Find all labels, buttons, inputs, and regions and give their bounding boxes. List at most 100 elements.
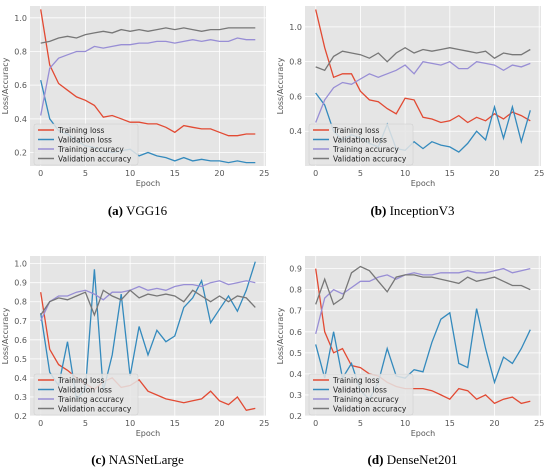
series-line-training-loss xyxy=(315,268,531,405)
caption-c-name: NASNetLarge xyxy=(108,452,184,467)
y-tick-label: 0.7 xyxy=(289,307,302,316)
y-axis-label: Loss/Accuracy xyxy=(276,307,285,364)
legend-label: Validation loss xyxy=(333,135,387,144)
y-tick-label: 0.8 xyxy=(289,58,302,67)
series-line-validation-accuracy xyxy=(40,27,256,44)
x-tick-label: 20 xyxy=(489,419,499,428)
x-tick-label: 5 xyxy=(83,419,88,428)
x-axis-label: Epoch xyxy=(136,429,161,438)
y-tick-label: 0.2 xyxy=(289,412,302,421)
caption-d-name: DenseNet201 xyxy=(386,452,458,467)
y-tick-label: 0.4 xyxy=(289,370,302,379)
x-tick-label: 25 xyxy=(259,169,269,178)
x-tick-label: 0 xyxy=(313,419,318,428)
legend-label: Validation accuracy xyxy=(58,154,132,163)
x-tick-label: 25 xyxy=(259,419,269,428)
chart-vgg16: 0 5 10 15 20 25 0.2 0.4 0.6 0.8 1.0 Epoch Loss/Accur… xyxy=(1,6,269,188)
legend-box xyxy=(33,123,139,166)
y-tick-label: 0.8 xyxy=(14,47,27,56)
legend-label: Validation accuracy xyxy=(333,154,407,163)
x-tick-label: 10 xyxy=(400,419,410,428)
y-tick-label: 1.0 xyxy=(14,260,27,269)
x-tick-label: 20 xyxy=(214,169,224,178)
series-line-training-accuracy xyxy=(315,60,531,123)
x-tick-label: 10 xyxy=(125,169,135,178)
series-line-validation-loss xyxy=(315,308,531,401)
caption-d: (d) DenseNet201 xyxy=(275,452,550,468)
chart-inceptionv3: 0 5 10 15 20 25 0.4 0.6 0.8 1.0 Epoch Loss/Accuracy… xyxy=(276,6,544,188)
y-tick-label: 0.4 xyxy=(14,374,27,383)
chart-densenet201: 0 5 10 15 20 25 0.2 0.3 0.4 0.5 0.6 0.7 0.8 0.9 Epoch L… xyxy=(276,256,544,438)
x-tick-label: 5 xyxy=(83,169,88,178)
y-axis-label: Loss/Accuracy xyxy=(276,57,285,114)
x-tick-label: 10 xyxy=(400,169,410,178)
x-axis-label: Epoch xyxy=(411,179,436,188)
legend-label: Training accuracy xyxy=(332,395,399,404)
legend-label: Training loss xyxy=(57,376,105,385)
y-tick-label: 0.4 xyxy=(14,115,27,124)
caption-a-label: (a) xyxy=(107,203,123,218)
legend-label: Training accuracy xyxy=(57,145,124,154)
legend-label: Validation accuracy xyxy=(333,404,407,413)
y-tick-label: 0.7 xyxy=(14,317,27,326)
chart-nasnetlarge: 0 5 10 15 20 25 0.2 0.3 0.4 0.5 0.6 0.7 0.8 0.9 1.0 Epo… xyxy=(1,256,269,438)
x-axis-label: Epoch xyxy=(411,429,436,438)
legend-label: Training accuracy xyxy=(57,395,124,404)
legend-label: Training loss xyxy=(332,126,380,135)
y-tick-label: 0.6 xyxy=(289,92,302,101)
caption-c-label: (c) xyxy=(91,452,106,467)
x-tick-label: 10 xyxy=(125,419,135,428)
y-tick-label: 0.9 xyxy=(289,265,302,274)
y-tick-label: 1.0 xyxy=(289,23,302,32)
series-line-training-accuracy xyxy=(315,267,531,335)
y-tick-label: 0.2 xyxy=(14,412,27,421)
x-tick-label: 0 xyxy=(38,419,43,428)
legend-label: Training accuracy xyxy=(332,145,399,154)
x-tick-label: 0 xyxy=(313,169,318,178)
y-tick-label: 0.8 xyxy=(14,298,27,307)
series-line-validation-accuracy xyxy=(40,289,256,317)
x-tick-label: 5 xyxy=(358,169,363,178)
legend-label: Training loss xyxy=(332,376,380,385)
legend-box xyxy=(33,373,139,416)
y-axis-label: Loss/Accuracy xyxy=(1,57,10,114)
y-tick-label: 0.8 xyxy=(289,286,302,295)
series-line-training-accuracy xyxy=(40,280,256,322)
x-tick-label: 25 xyxy=(534,169,544,178)
series-line-training-loss xyxy=(40,9,256,137)
y-tick-label: 0.2 xyxy=(14,149,27,158)
caption-b-name: InceptionV3 xyxy=(389,203,455,218)
x-tick-label: 5 xyxy=(358,419,363,428)
series-line-training-accuracy xyxy=(40,37,256,116)
caption-a: (a) VGG16 xyxy=(0,203,275,219)
y-tick-label: 0.3 xyxy=(289,391,302,400)
caption-b: (b) InceptionV3 xyxy=(275,203,550,219)
legend-label: Training loss xyxy=(57,126,105,135)
y-tick-label: 0.5 xyxy=(289,349,302,358)
legend-label: Validation loss xyxy=(333,385,387,394)
x-tick-label: 25 xyxy=(534,419,544,428)
x-tick-label: 20 xyxy=(214,419,224,428)
y-tick-label: 0.5 xyxy=(14,355,27,364)
y-tick-label: 0.6 xyxy=(289,328,302,337)
caption-b-label: (b) xyxy=(370,203,387,218)
series-line-validation-accuracy xyxy=(315,46,531,72)
y-tick-label: 0.6 xyxy=(14,336,27,345)
x-tick-label: 15 xyxy=(445,169,455,178)
legend-label: Validation accuracy xyxy=(58,404,132,413)
legend-box xyxy=(308,373,414,416)
y-tick-label: 0.6 xyxy=(14,81,27,90)
legend-label: Validation loss xyxy=(58,385,112,394)
x-tick-label: 15 xyxy=(170,169,180,178)
x-tick-label: 15 xyxy=(170,419,180,428)
caption-c: (c) NASNetLarge xyxy=(0,452,275,468)
y-axis-label: Loss/Accuracy xyxy=(1,307,10,364)
series-line-validation-accuracy xyxy=(315,265,531,306)
x-tick-label: 15 xyxy=(445,419,455,428)
legend-box xyxy=(308,123,414,166)
caption-d-label: (d) xyxy=(367,452,384,467)
y-tick-label: 1.0 xyxy=(14,14,27,23)
series-line-training-loss xyxy=(315,9,531,124)
x-tick-label: 20 xyxy=(489,169,499,178)
